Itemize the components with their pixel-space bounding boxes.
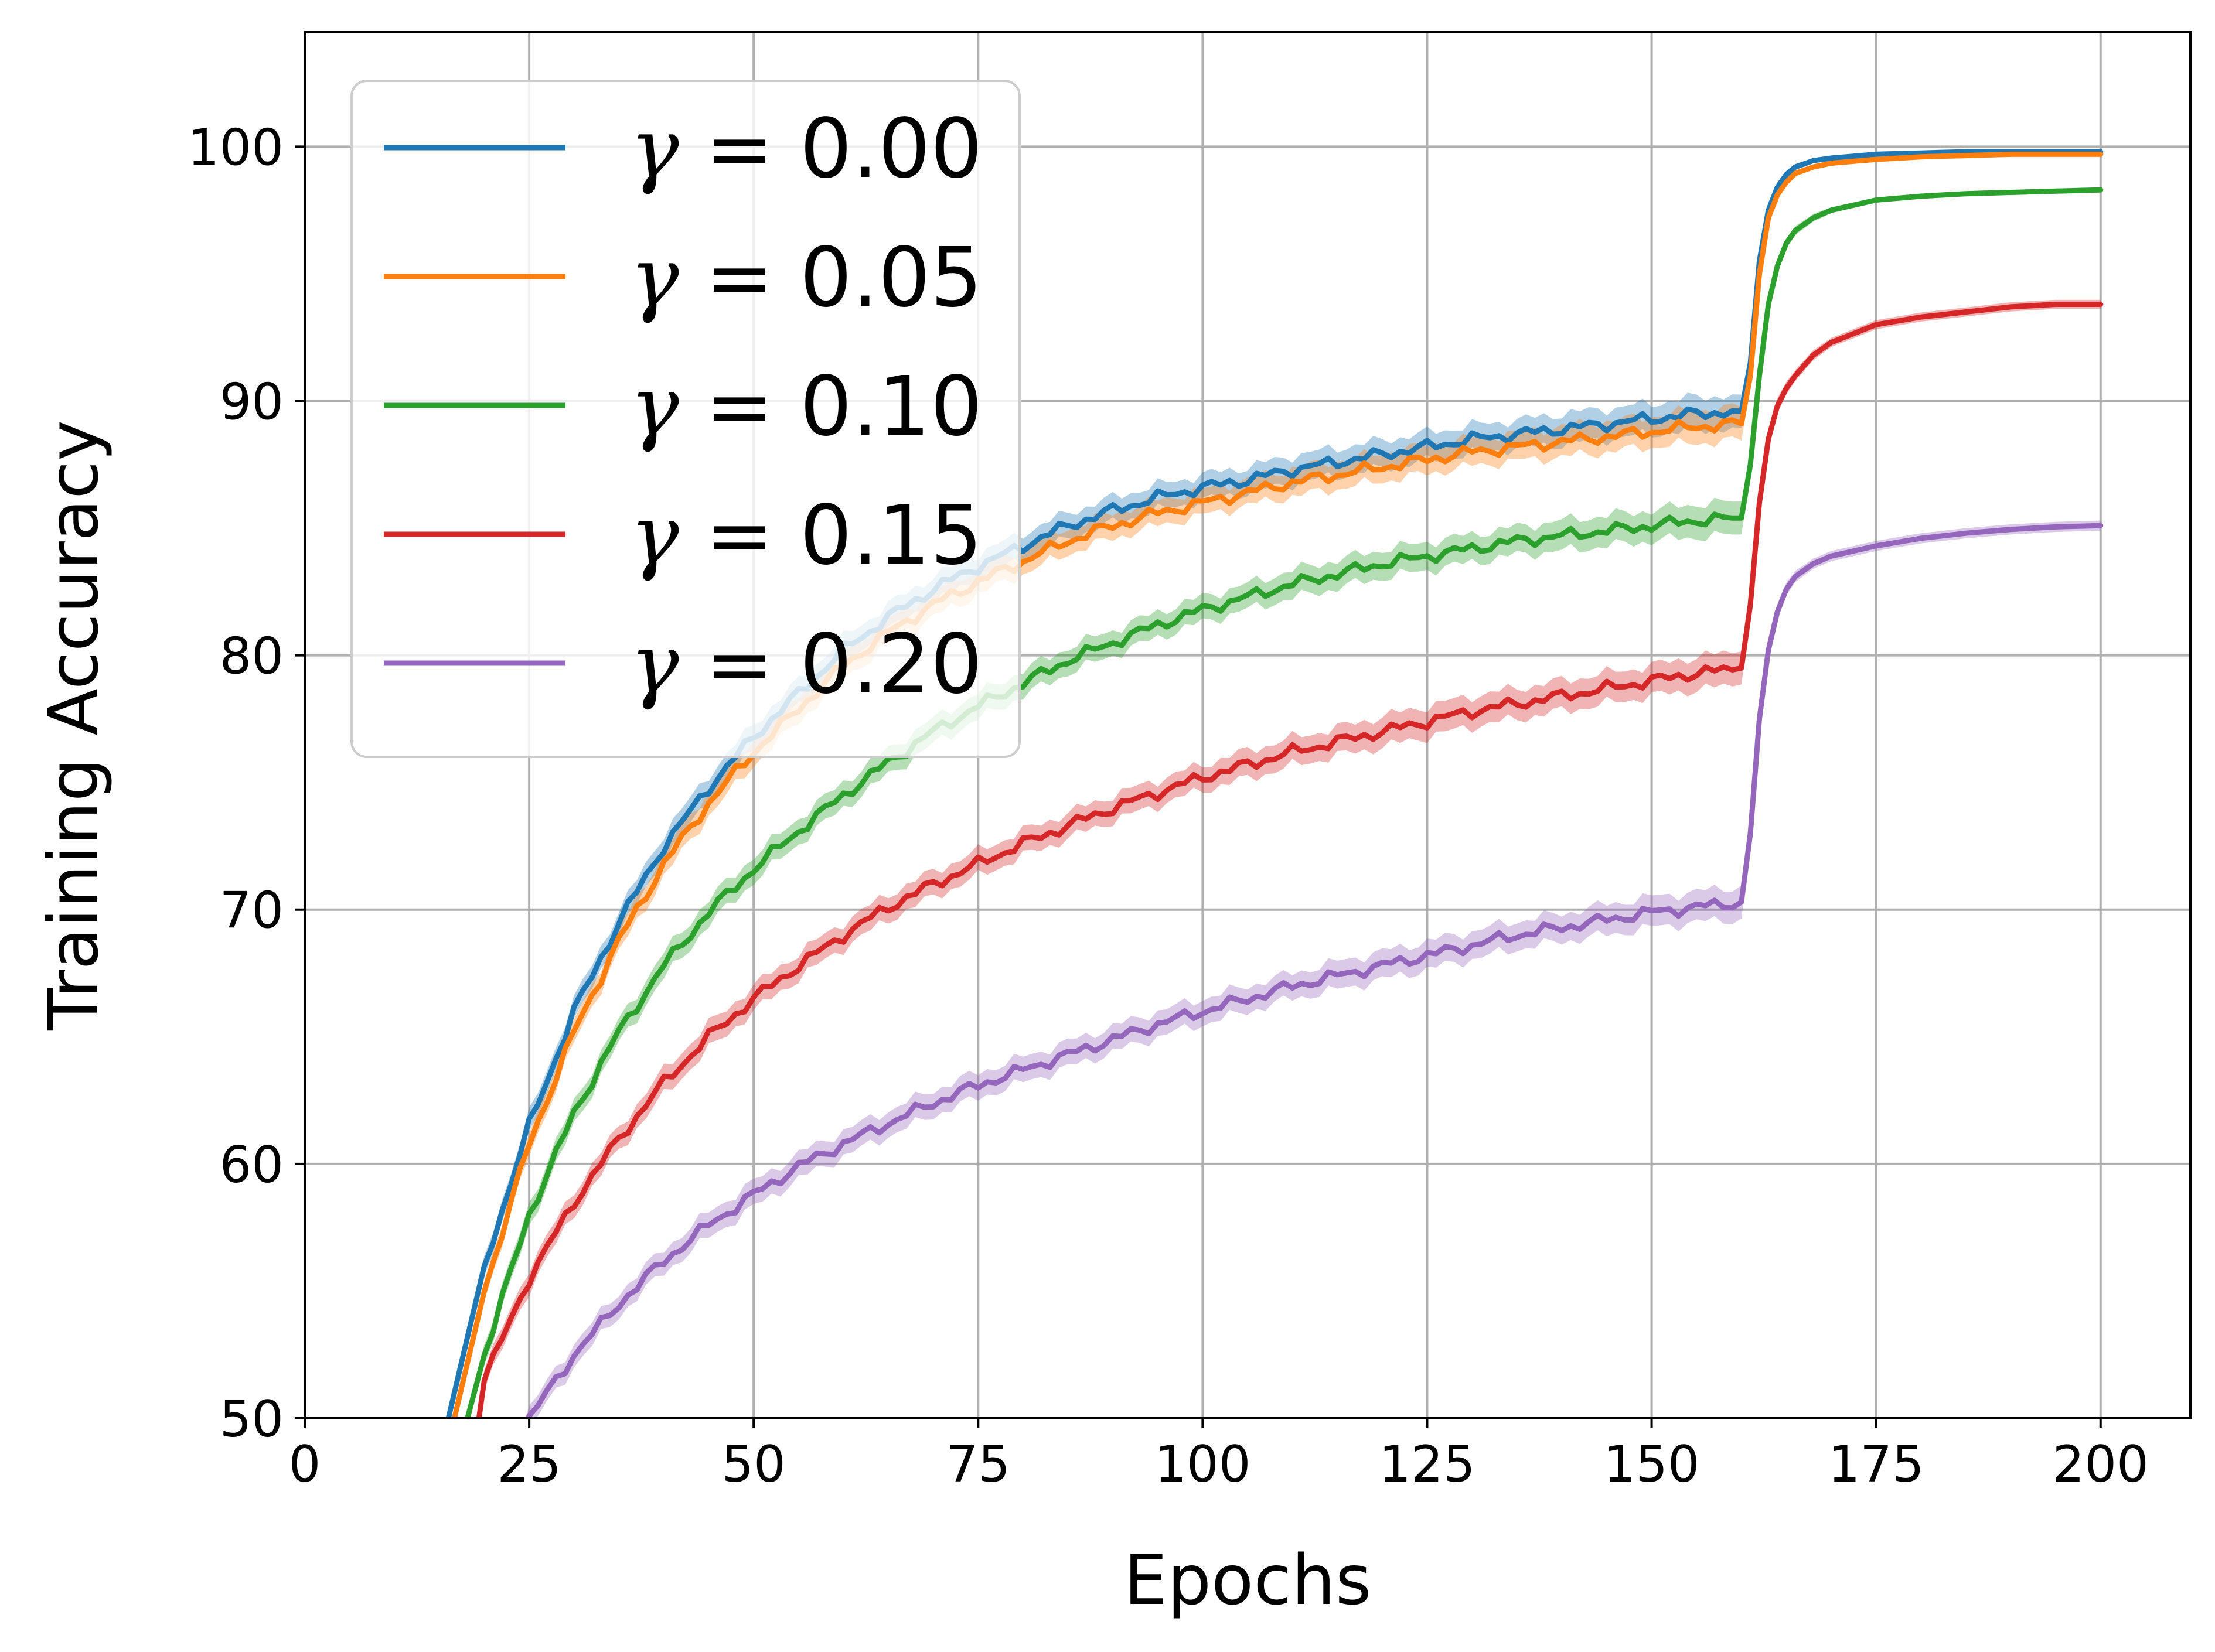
y-tick-label: 70	[220, 882, 284, 940]
legend-gamma-symbol: γ	[630, 617, 679, 712]
plot-frame	[304, 31, 2192, 1419]
legend-gamma-symbol: γ	[630, 359, 679, 455]
series-line-0	[445, 149, 2104, 1418]
legend-equals: =	[679, 230, 800, 326]
series-line-2	[465, 187, 2104, 1418]
y-tick-label: 80	[220, 627, 284, 686]
legend-value: 0.05	[800, 230, 983, 326]
x-tick-label: 75	[946, 1435, 1010, 1494]
legend-entry-1: γ = 0.05	[630, 230, 983, 326]
x-axis-ticks: 0 25 50 75 100 125 150 175 200	[289, 1418, 2149, 1494]
x-axis-label: Epochs	[1124, 1540, 1372, 1620]
series-lines	[445, 149, 2104, 1418]
legend-equals: =	[679, 101, 800, 197]
legend-gamma-symbol: γ	[630, 230, 679, 326]
x-tick-label: 0	[289, 1435, 321, 1494]
x-tick-label: 200	[2053, 1435, 2149, 1494]
y-tick-label: 50	[220, 1390, 284, 1449]
legend-value: 0.00	[800, 101, 983, 197]
x-tick-label: 25	[497, 1435, 561, 1494]
legend-entry-4: γ = 0.20	[630, 617, 983, 712]
legend-entry-0: γ = 0.00	[630, 101, 983, 197]
y-axis-ticks: 50 60 70 80 90 100	[188, 118, 305, 1449]
x-tick-label: 150	[1603, 1435, 1699, 1494]
legend-box	[350, 80, 1021, 758]
legend-equals: =	[679, 359, 800, 455]
legend-entry-3: γ = 0.15	[630, 488, 983, 583]
legend-equals: =	[679, 617, 800, 712]
series-line-4	[525, 523, 2104, 1418]
legend-gamma-symbol: γ	[630, 488, 679, 583]
y-tick-label: 90	[220, 373, 284, 431]
legend-value: 0.15	[800, 488, 983, 583]
legend-value: 0.20	[800, 617, 983, 712]
series-line-3	[476, 302, 2104, 1418]
legend-equals: =	[679, 488, 800, 583]
y-axis-label: Training Accuracy	[33, 420, 114, 1031]
x-tick-label: 50	[721, 1435, 785, 1494]
legend-gamma-symbol: γ	[630, 101, 679, 197]
legend-entry-2: γ = 0.10	[630, 359, 983, 455]
legend-value: 0.10	[800, 359, 983, 455]
legend: γ = 0.00γ = 0.05γ = 0.10γ = 0.15γ = 0.20	[350, 80, 1021, 758]
x-tick-label: 175	[1828, 1435, 1924, 1494]
series-line-1	[451, 151, 2104, 1418]
y-tick-label: 60	[220, 1136, 284, 1194]
y-tick-label: 100	[188, 118, 284, 177]
x-tick-label: 100	[1154, 1435, 1250, 1494]
x-tick-label: 125	[1379, 1435, 1475, 1494]
